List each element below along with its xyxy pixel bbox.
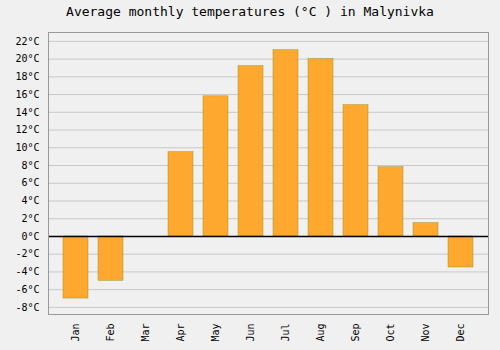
svg-text:Dec: Dec — [455, 324, 466, 342]
svg-text:4°C: 4°C — [21, 195, 39, 206]
svg-text:Feb: Feb — [105, 324, 116, 342]
svg-text:-4°C: -4°C — [15, 266, 39, 277]
svg-text:8°C: 8°C — [21, 160, 39, 171]
svg-text:-2°C: -2°C — [15, 248, 39, 259]
svg-text:Jun: Jun — [245, 324, 256, 342]
svg-text:Mar: Mar — [140, 324, 151, 342]
svg-text:10°C: 10°C — [15, 142, 39, 153]
svg-text:Aug: Aug — [315, 324, 326, 342]
svg-text:Jul: Jul — [280, 324, 291, 342]
svg-text:Apr: Apr — [175, 324, 186, 342]
svg-text:Sep: Sep — [350, 324, 361, 342]
svg-text:14°C: 14°C — [15, 107, 39, 118]
svg-text:18°C: 18°C — [15, 71, 39, 82]
svg-text:6°C: 6°C — [21, 177, 39, 188]
svg-text:-8°C: -8°C — [15, 302, 39, 313]
svg-text:Jan: Jan — [70, 324, 81, 342]
svg-text:2°C: 2°C — [21, 213, 39, 224]
svg-text:20°C: 20°C — [15, 53, 39, 64]
svg-text:22°C: 22°C — [15, 36, 39, 47]
svg-text:Oct: Oct — [385, 324, 396, 342]
svg-text:12°C: 12°C — [15, 124, 39, 135]
svg-text:Nov: Nov — [420, 324, 431, 342]
svg-text:May: May — [210, 324, 221, 342]
svg-text:-6°C: -6°C — [15, 284, 39, 295]
html-text:Average monthly temperatures (: Average monthly temperatures (°C ) in Ma… — [66, 4, 434, 19]
svg-text:16°C: 16°C — [15, 89, 39, 100]
svg-text:0°C: 0°C — [21, 231, 39, 242]
